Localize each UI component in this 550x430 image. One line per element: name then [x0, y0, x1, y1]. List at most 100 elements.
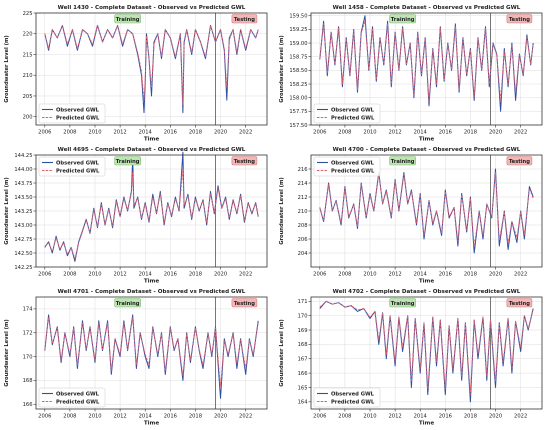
chart-panel-well-4700: 2006 2008 2010 2012 2014 2016 2018 2020 2022 204 2… — [275, 142, 550, 285]
chart-title: Well 4700 - Complete Dataset - Observed … — [333, 147, 521, 153]
y-tick-label: 159.25 — [289, 27, 307, 33]
x-axis-label: Time — [419, 421, 435, 427]
y-tick-label: 142.75 — [14, 237, 32, 243]
predicted-series-line — [319, 300, 534, 396]
y-tick-label: 172 — [23, 331, 33, 337]
x-tick-label: 2014 — [414, 272, 428, 278]
chart-panel-well-4695: 2006 2008 2010 2012 2014 2016 2018 2020 2022 142.… — [0, 142, 275, 285]
x-tick-label: 2010 — [363, 414, 376, 420]
y-axis-label: Groundwater Level (m) — [279, 319, 285, 387]
x-tick-label: 2020 — [489, 130, 502, 136]
legend-label-predicted: Predicted GWL — [331, 400, 375, 406]
legend-label-observed: Observed GWL — [56, 392, 100, 398]
x-tick-label: 2022 — [239, 272, 252, 278]
training-badge — [389, 14, 416, 24]
legend-label-predicted: Predicted GWL — [56, 169, 100, 175]
predicted-series-line — [44, 316, 259, 387]
chart-svg: 2006 2008 2010 2012 2014 2016 2018 2020 2022 164 1… — [279, 289, 543, 427]
y-tick-label: 216 — [298, 167, 308, 173]
x-tick-label: 2010 — [88, 130, 101, 136]
y-axis-label: Groundwater Level (m) — [4, 319, 10, 387]
y-tick-label: 142.25 — [14, 265, 32, 271]
x-tick-label: 2020 — [214, 272, 227, 278]
x-tick-label: 2018 — [189, 272, 202, 278]
y-tick-label: 168 — [23, 378, 33, 384]
x-tick-label: 2022 — [514, 414, 527, 420]
testing-badge-label: Testing — [509, 17, 530, 23]
y-tick-label: 206 — [298, 237, 308, 243]
x-tick-label: 2016 — [439, 130, 452, 136]
legend-box — [38, 387, 106, 408]
testing-badge — [231, 298, 258, 308]
x-tick-label: 2012 — [114, 130, 127, 136]
chart-title: Well 4695 - Complete Dataset - Observed … — [58, 147, 246, 153]
axes-frame — [310, 296, 543, 410]
legend-label-observed: Observed GWL — [56, 161, 100, 167]
x-tick-label: 2016 — [439, 272, 452, 278]
x-tick-label: 2006 — [313, 130, 326, 136]
chart-svg: 2006 2008 2010 2012 2014 2016 2018 2020 2022 200 2… — [4, 5, 268, 143]
x-tick-label: 2016 — [164, 130, 177, 136]
chart-title: Well 1430 - Complete Dataset - Observed … — [58, 5, 246, 11]
axes-frame — [35, 296, 268, 410]
y-tick-label: 168 — [298, 342, 308, 348]
legend-label-predicted: Predicted GWL — [56, 400, 100, 406]
y-tick-label: 158.00 — [289, 95, 307, 101]
legend: Observed GWL Predicted GWL — [313, 387, 381, 408]
testing-badge — [506, 14, 533, 24]
y-axis-label: Groundwater Level (m) — [279, 35, 285, 103]
testing-badge-label: Testing — [509, 159, 530, 165]
x-tick-label: 2012 — [389, 272, 402, 278]
training-badge-label: Training — [391, 301, 415, 307]
x-tick-label: 2018 — [189, 414, 202, 420]
y-tick-label: 143.75 — [14, 181, 32, 187]
y-tick-label: 166 — [23, 402, 33, 408]
training-badge-label: Training — [391, 17, 415, 23]
predicted-series-line — [44, 168, 259, 260]
legend-box — [313, 103, 381, 124]
chart-panel-well-4702: 2006 2008 2010 2012 2014 2016 2018 2020 2022 164 1… — [275, 284, 550, 427]
x-tick-label: 2020 — [489, 272, 502, 278]
legend-label-observed: Observed GWL — [331, 392, 375, 398]
testing-badge — [506, 298, 533, 308]
x-axis-label: Time — [419, 137, 435, 143]
x-tick-label: 2016 — [164, 272, 177, 278]
legend: Observed GWL Predicted GWL — [38, 103, 106, 124]
y-tick-label: 144.25 — [14, 153, 32, 159]
x-tick-label: 2020 — [214, 130, 227, 136]
legend-box — [313, 156, 381, 177]
y-tick-label: 142.50 — [14, 251, 32, 257]
x-tick-label: 2016 — [164, 414, 177, 420]
x-tick-label: 2008 — [63, 272, 76, 278]
y-tick-label: 143.50 — [14, 195, 32, 201]
y-tick-label: 210 — [23, 73, 33, 79]
x-tick-label: 2022 — [239, 414, 252, 420]
x-tick-label: 2018 — [464, 130, 477, 136]
y-tick-label: 220 — [23, 32, 33, 38]
y-tick-label: 169 — [298, 328, 308, 334]
training-badge — [389, 156, 416, 166]
x-tick-label: 2008 — [63, 414, 76, 420]
x-tick-label: 2020 — [214, 414, 227, 420]
x-tick-label: 2014 — [414, 414, 428, 420]
x-tick-label: 2010 — [363, 130, 376, 136]
chart-svg: 2006 2008 2010 2012 2014 2016 2018 2020 2022 204 2… — [279, 147, 543, 285]
x-tick-label: 2018 — [464, 272, 477, 278]
testing-badge — [506, 156, 533, 166]
y-tick-label: 200 — [23, 115, 33, 121]
x-tick-label: 2020 — [489, 414, 502, 420]
x-tick-label: 2014 — [139, 414, 153, 420]
training-badge — [389, 298, 416, 308]
x-axis-label: Time — [144, 279, 160, 285]
legend: Observed GWL Predicted GWL — [38, 387, 106, 408]
y-tick-label: 157.50 — [289, 123, 307, 129]
x-tick-label: 2016 — [439, 414, 452, 420]
chart-svg: 2006 2008 2010 2012 2014 2016 2018 2020 2022 142.… — [4, 147, 268, 285]
y-tick-label: 164 — [298, 400, 309, 406]
y-tick-label: 210 — [298, 209, 308, 215]
x-tick-label: 2008 — [338, 272, 351, 278]
testing-badge — [231, 14, 258, 24]
y-tick-label: 225 — [23, 11, 33, 17]
y-tick-label: 158.25 — [289, 82, 307, 88]
y-tick-label: 214 — [298, 181, 309, 187]
